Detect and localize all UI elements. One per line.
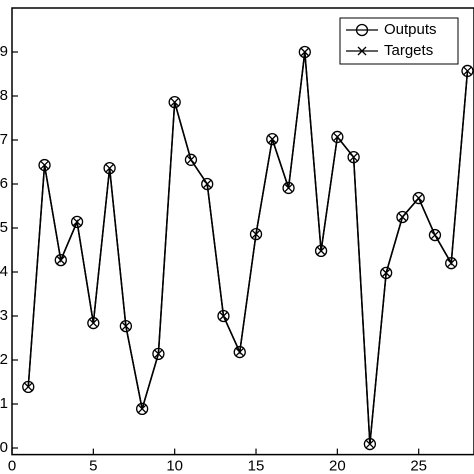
- data-point: [412, 191, 425, 205]
- data-point: [137, 404, 147, 414]
- data-point: [298, 45, 311, 59]
- data-point: [316, 246, 326, 256]
- data-point: [249, 228, 263, 241]
- y-tick-label: 0: [0, 439, 8, 456]
- data-point: [22, 380, 35, 393]
- data-point: [331, 130, 344, 144]
- data-point: [40, 160, 49, 170]
- y-tick-label: 0.8: [0, 87, 8, 104]
- data-point: [347, 151, 360, 164]
- plot-area: [11, 7, 474, 456]
- x-tick-label: 15: [248, 458, 265, 474]
- legend-marker: [357, 46, 367, 56]
- data-point: [170, 97, 180, 107]
- data-point: [217, 309, 230, 323]
- data-point: [381, 268, 391, 278]
- data-point: [397, 212, 407, 222]
- y-tick-label: 0.3: [0, 307, 8, 324]
- data-point: [251, 229, 261, 239]
- x-tick-label: 25: [410, 458, 427, 474]
- y-tick-label: 0.5: [0, 219, 8, 236]
- data-point: [463, 66, 472, 76]
- data-point: [396, 210, 409, 224]
- data-point: [282, 181, 295, 195]
- data-point: [70, 215, 84, 228]
- data-point: [430, 230, 440, 240]
- data-point: [54, 253, 67, 267]
- data-point: [445, 257, 458, 270]
- data-point: [365, 439, 375, 449]
- series-line: [27, 51, 469, 445]
- y-tick-label: 0.6: [0, 175, 8, 192]
- data-point: [168, 96, 181, 109]
- legend-label: Targets: [384, 42, 433, 59]
- data-point: [184, 153, 198, 166]
- data-point: [153, 349, 163, 359]
- y-tick-label: 0.2: [0, 351, 8, 368]
- data-point: [105, 163, 115, 173]
- data-point: [461, 64, 474, 78]
- data-point: [446, 258, 456, 268]
- data-point: [202, 179, 212, 189]
- y-tick-label: 0.4: [0, 263, 8, 280]
- y-tick-label: 0.9: [0, 43, 8, 60]
- data-point: [267, 134, 277, 144]
- data-point: [23, 382, 33, 392]
- x-tick-label: 20: [329, 458, 346, 474]
- y-tick-label: 0.7: [0, 131, 8, 148]
- x-tick-label: 0: [8, 458, 16, 474]
- data-point: [314, 244, 328, 258]
- data-point: [186, 155, 196, 165]
- data-point: [56, 255, 66, 265]
- data-point: [135, 402, 149, 415]
- data-point: [152, 347, 165, 360]
- data-point: [88, 318, 98, 328]
- data-point: [349, 152, 359, 162]
- legend-label: Outputs: [384, 21, 437, 38]
- data-point: [414, 193, 424, 203]
- y-tick-label: 0.1: [0, 395, 8, 412]
- data-point: [235, 347, 245, 357]
- data-point: [38, 158, 51, 172]
- data-point: [121, 321, 131, 331]
- data-point: [233, 345, 246, 359]
- data-point: [428, 228, 442, 242]
- data-point: [103, 162, 116, 175]
- data-point: [119, 319, 133, 333]
- data-point: [300, 47, 310, 57]
- data-point: [332, 132, 342, 142]
- data-point: [266, 132, 279, 146]
- data-point: [219, 311, 228, 321]
- data-point: [380, 266, 393, 280]
- data-point: [201, 177, 214, 191]
- legend-marker: [355, 23, 369, 37]
- series-line: [27, 51, 469, 445]
- data-point: [284, 183, 294, 193]
- x-tick-label: 5: [89, 458, 97, 474]
- data-point: [87, 316, 100, 330]
- x-tick-label: 10: [166, 458, 183, 474]
- data-point: [363, 437, 377, 451]
- data-point: [72, 217, 82, 227]
